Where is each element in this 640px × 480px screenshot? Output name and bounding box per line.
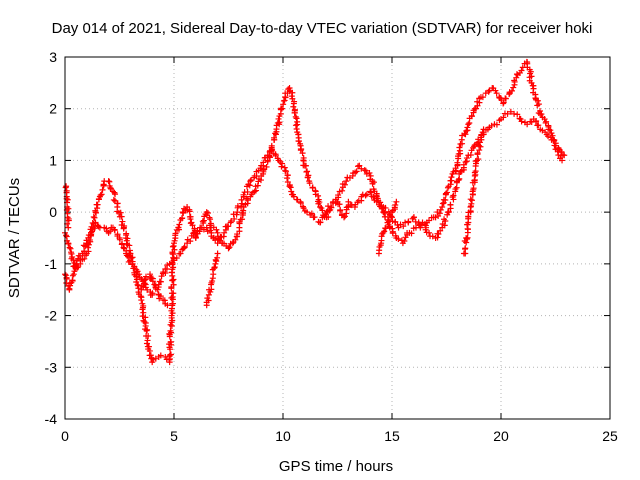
- x-tick-label: 0: [61, 428, 69, 444]
- data-point-marker: [111, 197, 117, 203]
- data-point-marker: [138, 297, 144, 303]
- data-point-marker: [510, 85, 516, 91]
- data-point-marker: [279, 106, 285, 112]
- data-point-marker: [67, 245, 73, 251]
- data-point-marker: [469, 197, 475, 203]
- x-tick-label: 25: [602, 428, 618, 444]
- plot-frame: [65, 57, 610, 419]
- y-axis-label: SDTVAR / TECUs: [6, 178, 23, 298]
- data-point-marker: [448, 174, 454, 180]
- data-point-marker: [65, 225, 71, 231]
- data-point-marker: [486, 89, 492, 95]
- data-point-marker: [65, 197, 71, 203]
- x-axis-label: GPS time / hours: [279, 458, 393, 475]
- y-tick-label: 0: [49, 204, 57, 220]
- grid-lines: [65, 57, 610, 419]
- data-point-marker: [135, 282, 141, 288]
- y-tick-label: -4: [45, 411, 58, 427]
- x-tick-label: 5: [170, 428, 178, 444]
- y-tick-label: 1: [49, 152, 57, 168]
- data-point-marker: [215, 251, 221, 257]
- x-tick-label: 15: [384, 428, 400, 444]
- data-point-marker: [343, 178, 349, 184]
- data-point-marker: [514, 71, 520, 77]
- data-point-marker: [66, 287, 72, 293]
- data-point-marker: [445, 185, 451, 191]
- data-point-marker: [141, 319, 147, 325]
- data-point-marker: [310, 185, 316, 191]
- y-tick-label: 2: [49, 101, 57, 117]
- data-point-marker: [170, 276, 176, 282]
- data-point-marker: [465, 121, 471, 127]
- data-point-marker: [140, 313, 146, 319]
- data-point-marker: [462, 245, 468, 251]
- data-point-marker: [293, 122, 299, 128]
- data-point-marker: [447, 202, 453, 208]
- data-point-marker: [226, 244, 232, 250]
- data-point-marker: [304, 168, 310, 174]
- y-tick-label: -2: [45, 308, 58, 324]
- data-point-marker: [106, 178, 112, 184]
- data-point-marker: [294, 122, 300, 128]
- sdtvar-chart: Day 014 of 2021, Sidereal Day-to-day VTE…: [0, 0, 640, 480]
- data-point-marker: [393, 199, 399, 205]
- series-track-b: [62, 109, 567, 298]
- data-point-marker: [405, 218, 411, 224]
- chart-title: Day 014 of 2021, Sidereal Day-to-day VTE…: [52, 20, 593, 37]
- data-point-marker: [447, 178, 453, 184]
- x-tick-label: 20: [493, 428, 509, 444]
- data-point-marker: [71, 271, 77, 277]
- data-point-marker: [284, 175, 290, 181]
- y-tick-label: -1: [45, 256, 58, 272]
- y-tick-label: 3: [49, 49, 57, 65]
- y-tick-label: -3: [45, 359, 58, 375]
- data-point-marker: [561, 152, 567, 158]
- data-point-marker: [363, 192, 369, 198]
- data-point-marker: [176, 221, 182, 227]
- data-point-marker: [390, 230, 396, 236]
- data-point-marker: [100, 187, 106, 193]
- data-point-marker: [63, 185, 69, 191]
- data-point-marker: [483, 90, 489, 96]
- data-point-marker: [474, 157, 480, 163]
- data-point-marker: [443, 191, 449, 197]
- data-point-marker: [301, 205, 307, 211]
- data-point-marker: [188, 219, 194, 225]
- data-point-marker: [278, 164, 284, 170]
- data-point-marker: [95, 202, 101, 208]
- x-axis-ticks: 0 5 10 15 20 25: [61, 57, 618, 444]
- data-point-marker: [92, 215, 98, 221]
- x-tick-label: 10: [275, 428, 291, 444]
- data-point-marker: [465, 235, 471, 241]
